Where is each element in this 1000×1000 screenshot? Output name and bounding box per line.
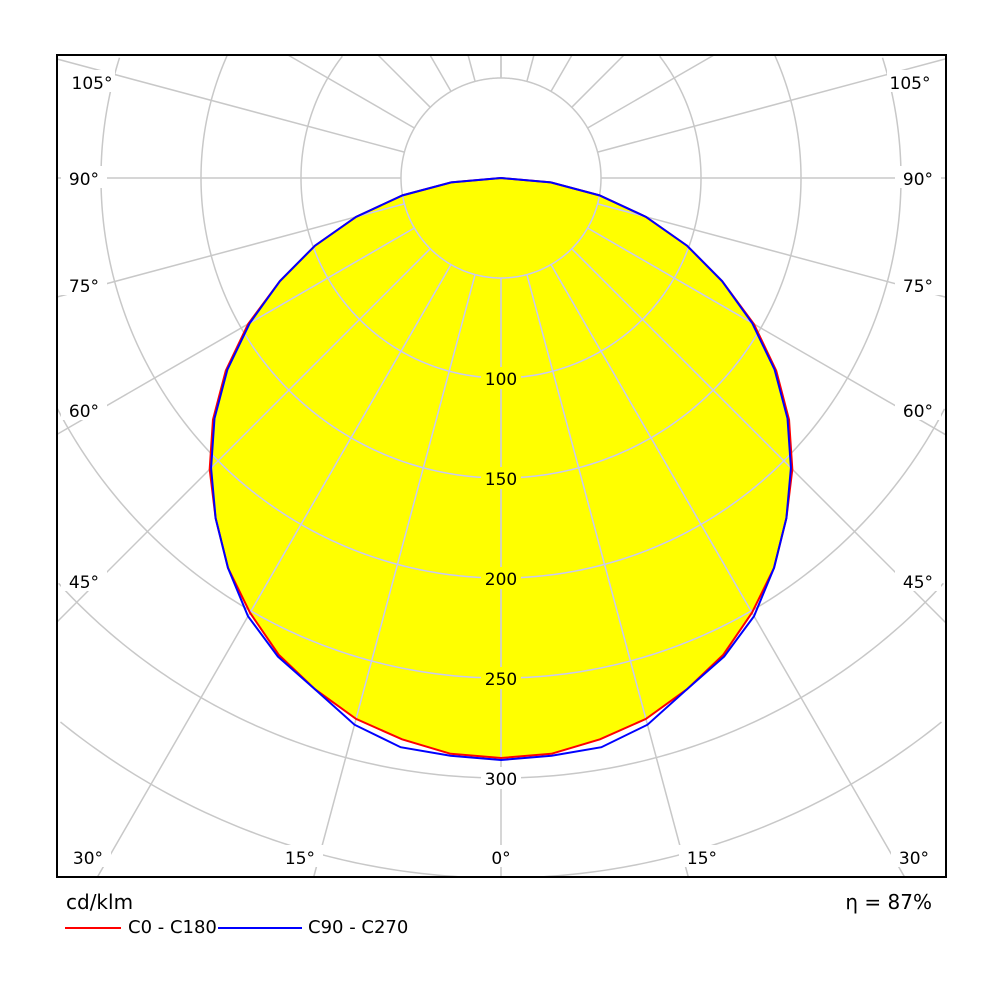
- radial-tick-label: 250: [485, 670, 517, 690]
- grid-spoke: [429, 54, 452, 92]
- grid-circle: [209, 178, 793, 579]
- angle-label: 75°: [69, 277, 99, 297]
- grid-spoke: [597, 203, 947, 298]
- radial-tick-label: 300: [485, 770, 517, 790]
- series-line-0: [208, 177, 794, 760]
- grid-circle: [543, 721, 942, 878]
- grid-circle: [774, 178, 793, 179]
- radial-tick-label: 100: [485, 370, 517, 390]
- radial-tick-label: 200: [485, 570, 517, 590]
- legend-label-c0: C0 - C180: [128, 917, 217, 938]
- grid-spoke: [571, 54, 625, 108]
- angle-label: 30°: [73, 849, 103, 869]
- legend-label-c90: C90 - C270: [308, 917, 409, 938]
- grid-spoke: [209, 264, 452, 758]
- legend-line-c0: [65, 927, 121, 929]
- angle-label: 90°: [903, 170, 933, 190]
- grid-spoke: [571, 248, 793, 624]
- angle-label: 45°: [69, 573, 99, 593]
- chart-frame: [56, 54, 947, 878]
- angle-label: 15°: [285, 849, 315, 869]
- grid-circle: [300, 178, 702, 379]
- grid-spoke: [526, 54, 535, 82]
- grid-spoke: [56, 203, 405, 298]
- grid-circle: [60, 721, 459, 878]
- grid-spoke: [526, 274, 690, 758]
- unit-label: cd/klm: [66, 890, 134, 914]
- angle-label: 30°: [899, 849, 929, 869]
- angle-label: 45°: [903, 573, 933, 593]
- angle-label: 60°: [903, 402, 933, 422]
- grid-spoke: [287, 54, 415, 129]
- grid-spoke: [209, 248, 431, 623]
- efficiency-label: η = 87%: [845, 890, 932, 914]
- radial-tick-label: 150: [485, 470, 517, 490]
- grid-spoke: [467, 54, 476, 82]
- angle-label: 90°: [69, 170, 99, 190]
- angle-label: 15°: [687, 849, 717, 869]
- angle-label: 60°: [69, 402, 99, 422]
- grid-circle: [774, 55, 802, 179]
- grid-spoke: [587, 54, 715, 129]
- grid-spoke: [550, 54, 573, 92]
- grid-spoke: [377, 54, 431, 108]
- series-line-1: [210, 177, 792, 762]
- angle-label: 0°: [491, 849, 510, 869]
- angle-label: 105°: [72, 74, 113, 94]
- angle-label: 105°: [890, 74, 931, 94]
- grid-spoke: [312, 274, 476, 758]
- legend-line-c90: [218, 927, 302, 929]
- grid-spoke: [550, 264, 793, 758]
- angle-label: 75°: [903, 277, 933, 297]
- grid-circle: [209, 178, 793, 479]
- grid-circle: [659, 55, 702, 179]
